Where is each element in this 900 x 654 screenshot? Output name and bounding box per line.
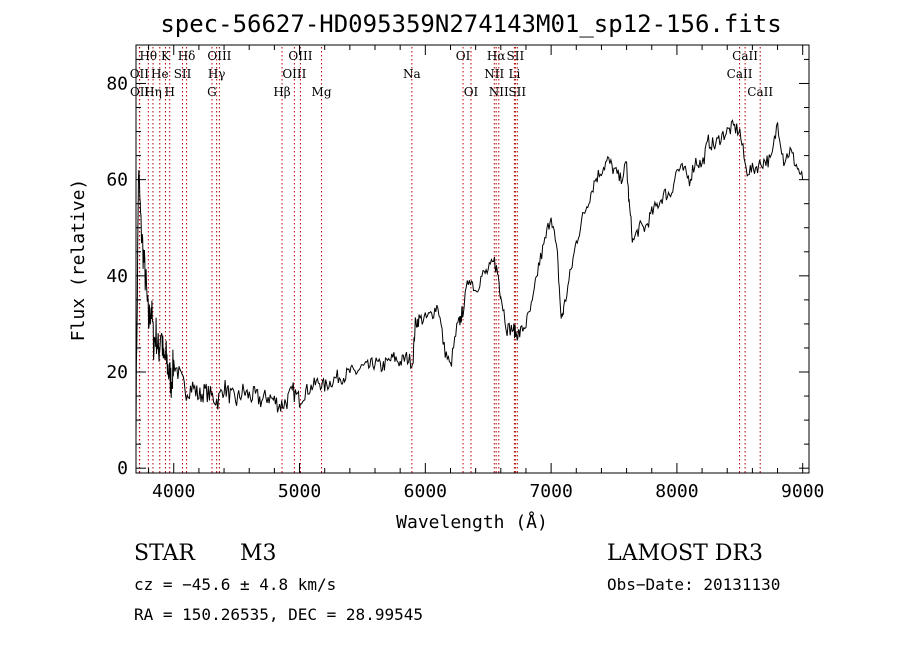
line-marker-label: Hα <box>487 49 506 63</box>
line-marker-label: Hγ <box>208 67 226 81</box>
line-marker-label: NII <box>484 67 504 81</box>
line-marker-label: OIII <box>207 49 231 63</box>
line-marker-label: NII <box>489 85 509 99</box>
line-marker-label: CaII <box>747 85 773 99</box>
line-marker-label: Hη <box>144 85 162 99</box>
plot-frame <box>135 44 810 474</box>
line-marker-label: H <box>164 85 174 99</box>
y-tick-label: 40 <box>106 266 128 287</box>
line-marker-label: Hδ <box>178 49 196 63</box>
line-marker-label: OIII <box>282 67 306 81</box>
y-tick-label: 80 <box>106 73 128 94</box>
line-marker-label: OI <box>464 85 479 99</box>
survey-name: LAMOST DR3 <box>607 541 763 566</box>
line-marker-label: He <box>151 67 169 81</box>
emission-line-markers <box>138 47 761 473</box>
y-tick-label: 60 <box>106 170 128 191</box>
line-marker-label: G <box>207 85 217 99</box>
line-marker-label: K <box>161 49 171 63</box>
x-tick-label: 6000 <box>404 481 447 502</box>
x-axis-label: Wavelength (Å) <box>396 511 548 533</box>
line-marker-label: Hβ <box>273 85 290 99</box>
line-marker-label: OII <box>130 67 150 81</box>
line-marker-label: OII <box>130 85 150 99</box>
line-marker-label: OIII <box>288 49 312 63</box>
observation-date: Obs−Date: 20131130 <box>607 575 780 594</box>
line-marker-label: SII <box>174 67 192 81</box>
x-tick-label: 4000 <box>152 481 195 502</box>
y-axis-ticks: 0 20 40 60 80 <box>106 58 809 479</box>
line-marker-label: Na <box>403 67 421 81</box>
y-axis-label: Flux (relative) <box>68 179 89 342</box>
line-marker-label: SII <box>508 85 526 99</box>
redshift-cz: cz = −45.6 ± 4.8 km/s <box>134 575 336 594</box>
x-tick-label: 9000 <box>781 481 824 502</box>
x-tick-label: 7000 <box>529 481 572 502</box>
line-marker-label: Hθ <box>139 49 157 63</box>
y-tick-label: 20 <box>106 362 128 383</box>
object-class: STAR <box>134 541 196 566</box>
line-marker-label: OI <box>456 49 471 63</box>
line-marker-label: CaII <box>727 67 753 81</box>
chart-title: spec-56627-HD095359N274143M01_sp12-156.f… <box>160 10 781 38</box>
line-marker-label: Mg <box>312 85 332 99</box>
x-tick-label: 8000 <box>655 481 698 502</box>
y-tick-label: 0 <box>117 458 128 479</box>
object-subclass: M3 <box>240 541 277 566</box>
line-marker-label: Li <box>508 67 520 81</box>
spectrum-line <box>135 119 804 440</box>
line-marker-label: SII <box>507 49 525 63</box>
line-marker-label: CaII <box>732 49 758 63</box>
x-tick-label: 5000 <box>278 481 321 502</box>
x-axis-ticks: 4000 5000 6000 7000 8000 9000 <box>148 45 824 502</box>
ra-dec: RA = 150.26535, DEC = 28.99545 <box>134 605 423 624</box>
